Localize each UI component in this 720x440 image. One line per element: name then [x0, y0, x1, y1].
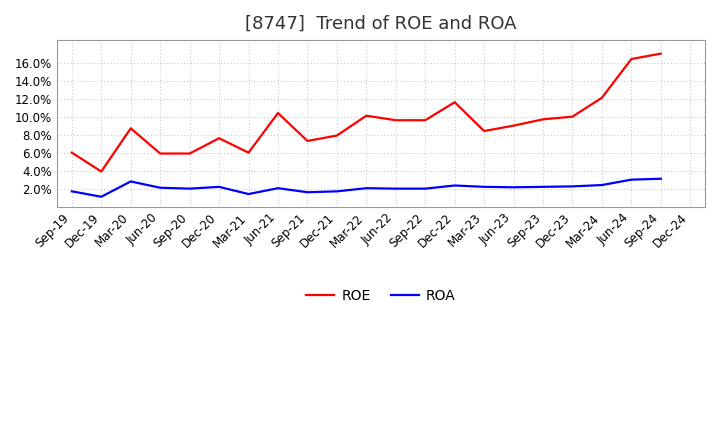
Legend: ROE, ROA: ROE, ROA	[301, 283, 462, 308]
ROA	[657, 176, 665, 181]
ROA	[480, 184, 488, 190]
ROA	[68, 189, 76, 194]
ROA	[509, 185, 518, 190]
ROA	[539, 184, 547, 190]
ROE	[450, 99, 459, 105]
ROE	[333, 133, 341, 138]
ROE	[97, 169, 106, 174]
ROE	[539, 117, 547, 122]
ROE	[480, 128, 488, 134]
Title: [8747]  Trend of ROE and ROA: [8747] Trend of ROE and ROA	[246, 15, 517, 33]
ROE	[185, 151, 194, 156]
ROA	[156, 185, 164, 191]
Line: ROE: ROE	[72, 54, 661, 172]
ROA	[244, 191, 253, 197]
ROA	[450, 183, 459, 188]
ROE	[627, 56, 636, 62]
ROE	[509, 123, 518, 128]
ROE	[68, 150, 76, 155]
ROA	[274, 186, 282, 191]
ROA	[627, 177, 636, 182]
ROE	[303, 138, 312, 143]
ROE	[274, 110, 282, 116]
Line: ROA: ROA	[72, 179, 661, 197]
ROE	[156, 151, 164, 156]
ROE	[392, 117, 400, 123]
ROA	[421, 186, 430, 191]
ROA	[185, 186, 194, 191]
ROE	[215, 136, 223, 141]
ROE	[657, 51, 665, 56]
ROA	[215, 184, 223, 190]
ROE	[568, 114, 577, 119]
ROA	[362, 186, 371, 191]
ROE	[362, 113, 371, 118]
ROA	[333, 189, 341, 194]
ROA	[598, 183, 606, 188]
ROA	[97, 194, 106, 199]
ROE	[127, 126, 135, 131]
ROE	[421, 117, 430, 123]
ROA	[303, 190, 312, 195]
ROA	[127, 179, 135, 184]
ROE	[244, 150, 253, 155]
ROA	[392, 186, 400, 191]
ROA	[568, 184, 577, 189]
ROE	[598, 95, 606, 100]
